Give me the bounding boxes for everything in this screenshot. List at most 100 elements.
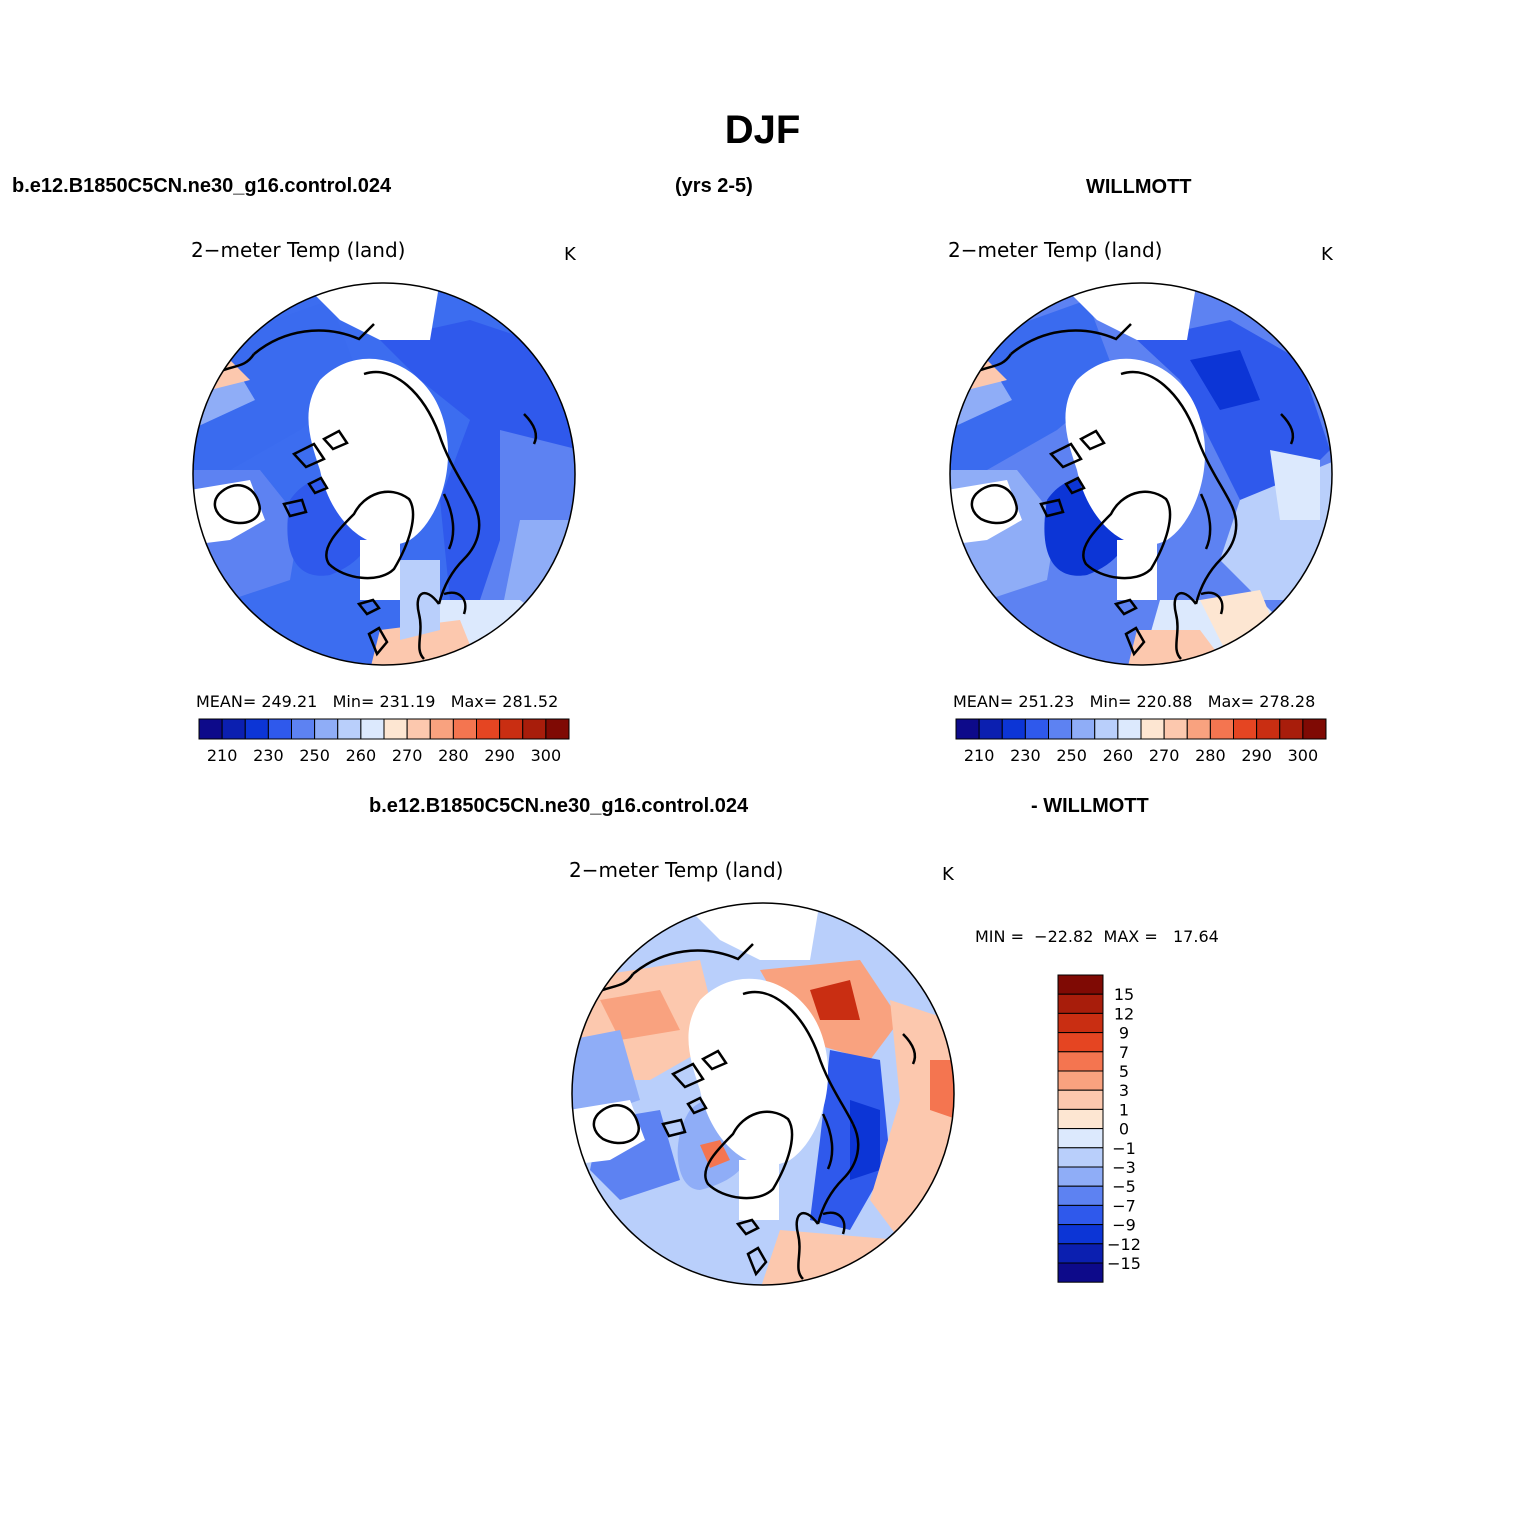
colorbar-diff-swatch — [1057, 1243, 1104, 1264]
colorbar-obs-swatch — [1302, 718, 1327, 740]
map-border-diff — [571, 902, 955, 1286]
colorbar-model-swatch — [452, 718, 477, 740]
map-panel-model — [193, 283, 575, 665]
colorbar-model-tick-label: 230 — [253, 746, 284, 765]
colorbar-obs-swatch — [978, 718, 1003, 740]
colorbar-diff-swatch — [1057, 1012, 1104, 1034]
colorbar-diff-swatch — [1057, 1204, 1104, 1226]
colorbar-diff-tick-label: −1 — [1112, 1139, 1136, 1158]
colorbar-obs-swatch — [1140, 718, 1165, 740]
colorbar-model-swatch — [522, 718, 547, 740]
colorbar-diff-swatch — [1057, 1108, 1104, 1130]
colorbar-model-swatch — [244, 718, 269, 740]
colorbar-obs-swatch — [1186, 718, 1211, 740]
colorbar-obs-swatch — [1001, 718, 1026, 740]
colorbar-diff-tick-label: 5 — [1119, 1062, 1129, 1081]
colorbar-obs-tick-label: 300 — [1288, 746, 1319, 765]
panel-title-obs: 2−meter Temp (land) — [948, 238, 1163, 262]
colorbar-model-swatch — [198, 718, 223, 740]
colorbar-obs-tick-label: 230 — [1010, 746, 1041, 765]
colorbar-model-swatch — [337, 718, 362, 740]
colorbar-diff-tick-label: −3 — [1112, 1158, 1136, 1177]
colorbar-diff-tick-label: 1 — [1119, 1100, 1129, 1119]
colorbar-diff-tick-label: −12 — [1107, 1235, 1141, 1254]
colorbar-diff-tick-label: 7 — [1119, 1043, 1129, 1062]
colorbar-diff-swatch — [1057, 1032, 1104, 1053]
colorbar-model-tick-label: 260 — [346, 746, 377, 765]
colorbar-obs-tick-label: 290 — [1241, 746, 1272, 765]
colorbar-model-tick-label: 300 — [531, 746, 562, 765]
panel-stats-obs: MEAN= 251.23 Min= 220.88 Max= 278.28 — [953, 692, 1316, 711]
colorbar-obs-swatch — [955, 718, 980, 740]
panel-title-diff: 2−meter Temp (land) — [569, 858, 784, 882]
colorbar-obs-tick-label: 210 — [964, 746, 995, 765]
colorbar-model-tick-label: 250 — [299, 746, 330, 765]
colorbar-diff-tick-label: −5 — [1112, 1177, 1136, 1196]
map-border-obs — [949, 282, 1333, 666]
diff-obs-label: - WILLMOTT — [1031, 795, 1149, 817]
colorbar-obs: 210 230 250 260 270 280 290 300 — [955, 718, 1327, 765]
colorbar-diff-tick-label: 12 — [1114, 1004, 1134, 1023]
colorbar-obs-tick-label: 250 — [1056, 746, 1087, 765]
colorbar-obs-swatch — [1279, 718, 1304, 740]
colorbar-model-swatch — [545, 718, 570, 740]
colorbar-obs-tick-label: 270 — [1149, 746, 1180, 765]
panel-units-obs: K — [1321, 244, 1333, 265]
colorbar-model-swatch — [221, 718, 246, 740]
colorbar-diff-swatch — [1057, 993, 1104, 1014]
colorbar-model-swatch — [383, 718, 408, 740]
colorbar-obs-swatch — [1094, 718, 1119, 740]
colorbar-model: 210 230 250 260 270 280 290 300 — [198, 718, 570, 765]
map-panel-obs — [950, 283, 1332, 665]
colorbar-model-swatch — [429, 718, 454, 740]
colorbar-obs-swatch — [1209, 718, 1234, 740]
colorbar-obs-swatch — [1117, 718, 1142, 740]
panel-stats-diff: MIN = −22.82 MAX = 17.64 — [975, 927, 1219, 946]
colorbar-model-tick-label: 210 — [207, 746, 238, 765]
colorbar-obs-swatch — [1048, 718, 1073, 740]
colorbar-diff-tick-label: −7 — [1112, 1196, 1136, 1215]
colorbar-diff-swatch — [1057, 974, 1104, 995]
colorbar-model-swatch — [314, 718, 339, 740]
colorbar-diff-tick-label: −9 — [1112, 1216, 1136, 1235]
colorbar-model-tick-label: 280 — [438, 746, 469, 765]
colorbar-diff-swatch — [1057, 1089, 1104, 1110]
colorbar-diff-tick-label: 3 — [1119, 1081, 1129, 1100]
colorbar-obs-swatch — [1256, 718, 1281, 740]
colorbar-model-swatch — [360, 718, 385, 740]
colorbar-diff-swatch — [1057, 1070, 1104, 1091]
colorbar-model-tick-label: 290 — [484, 746, 515, 765]
obs-label: WILLMOTT — [1086, 176, 1192, 198]
colorbar-obs-swatch — [1233, 718, 1258, 740]
map-border-model — [192, 282, 576, 666]
case-label: b.e12.B1850C5CN.ne30_g16.control.024 — [12, 175, 392, 197]
colorbar-obs-swatch — [1024, 718, 1049, 740]
panel-stats-model: MEAN= 249.21 Min= 231.19 Max= 281.52 — [196, 692, 559, 711]
colorbar-diff-tick-label: 9 — [1119, 1024, 1129, 1043]
colorbar-model-swatch — [499, 718, 524, 740]
colorbar-diff-tick-label: 15 — [1114, 985, 1134, 1004]
colorbar-diff-swatch — [1057, 1166, 1104, 1187]
colorbar-model-swatch — [291, 718, 316, 740]
colorbar-diff-swatch — [1057, 1128, 1104, 1149]
colorbar-diff-swatch — [1057, 1224, 1104, 1245]
colorbar-diff-swatch — [1057, 1262, 1104, 1283]
colorbar-obs-swatch — [1071, 718, 1096, 740]
colorbar-obs-tick-label: 260 — [1103, 746, 1134, 765]
colorbar-diff-tick-label: −15 — [1107, 1254, 1141, 1273]
colorbar-obs-swatch — [1163, 718, 1188, 740]
colorbar-diff-swatch — [1057, 1147, 1104, 1168]
colorbar-obs-tick-label: 280 — [1195, 746, 1226, 765]
colorbar-diff-swatch — [1057, 1051, 1104, 1072]
colorbar-model-tick-label: 270 — [392, 746, 423, 765]
panel-title-model: 2−meter Temp (land) — [191, 238, 406, 262]
years-label: (yrs 2-5) — [675, 175, 753, 197]
panel-units-model: K — [564, 244, 576, 265]
main-title: DJF — [724, 108, 801, 152]
diff-case-label: b.e12.B1850C5CN.ne30_g16.control.024 — [369, 795, 749, 817]
colorbar-diff-swatch — [1057, 1185, 1104, 1206]
panel-units-diff: K — [942, 864, 954, 885]
colorbar-model-swatch — [406, 718, 431, 740]
colorbar-model-swatch — [476, 718, 501, 740]
